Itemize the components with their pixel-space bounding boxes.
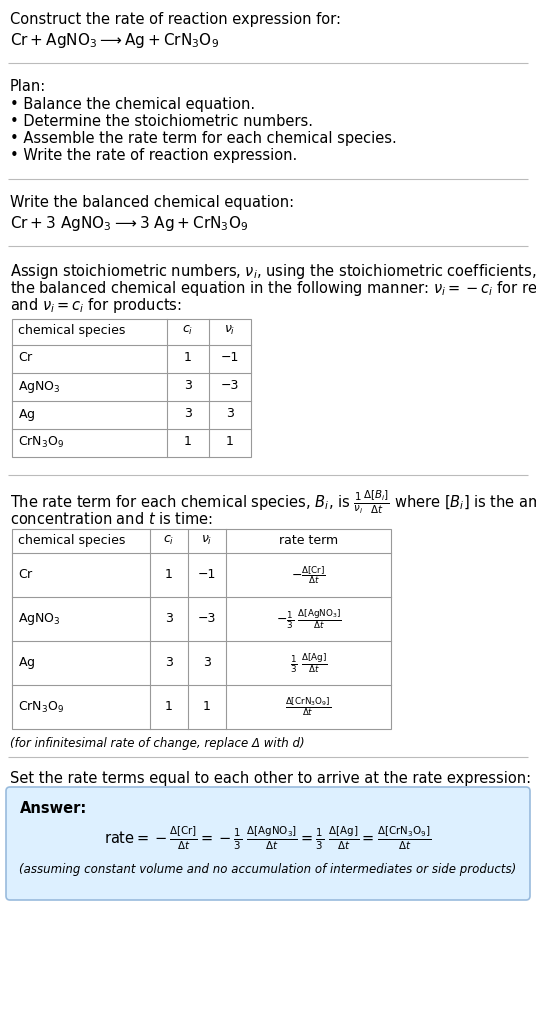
- Text: Answer:: Answer:: [20, 801, 87, 816]
- Text: $\mathrm{AgNO_3}$: $\mathrm{AgNO_3}$: [18, 379, 61, 395]
- Text: • Determine the stoichiometric numbers.: • Determine the stoichiometric numbers.: [10, 114, 313, 129]
- Text: 3: 3: [184, 407, 192, 420]
- Text: $\mathrm{Cr}$: $\mathrm{Cr}$: [18, 351, 34, 364]
- Text: $\mathrm{Cr + 3\ AgNO_3 \longrightarrow 3\ Ag + CrN_3O_9}$: $\mathrm{Cr + 3\ AgNO_3 \longrightarrow …: [10, 214, 248, 233]
- Text: • Write the rate of reaction expression.: • Write the rate of reaction expression.: [10, 148, 297, 163]
- Text: 3: 3: [165, 656, 173, 670]
- Text: $\nu_i$: $\nu_i$: [202, 534, 213, 547]
- Text: Set the rate terms equal to each other to arrive at the rate expression:: Set the rate terms equal to each other t…: [10, 771, 531, 786]
- Bar: [12, 319, 251, 457]
- Text: (for infinitesimal rate of change, replace Δ with d): (for infinitesimal rate of change, repla…: [10, 737, 304, 750]
- Text: $c_i$: $c_i$: [182, 324, 193, 337]
- Text: chemical species: chemical species: [18, 324, 125, 337]
- Text: $\mathrm{Ag}$: $\mathrm{Ag}$: [18, 655, 35, 671]
- Text: 1: 1: [165, 700, 173, 714]
- Text: $\mathrm{Cr}$: $\mathrm{Cr}$: [18, 568, 34, 582]
- Text: 3: 3: [165, 612, 173, 626]
- Text: $\mathrm{Ag}$: $\mathrm{Ag}$: [18, 407, 35, 423]
- Text: the balanced chemical equation in the following manner: $\nu_i = -c_i$ for react: the balanced chemical equation in the fo…: [10, 279, 536, 298]
- Text: $-\frac{\Delta[\mathrm{Cr}]}{\Delta t}$: $-\frac{\Delta[\mathrm{Cr}]}{\Delta t}$: [291, 564, 326, 586]
- Text: $\mathrm{CrN_3O_9}$: $\mathrm{CrN_3O_9}$: [18, 435, 64, 451]
- Text: $\frac{\Delta[\mathrm{CrN_3O_9}]}{\Delta t}$: $\frac{\Delta[\mathrm{CrN_3O_9}]}{\Delta…: [285, 695, 332, 719]
- Text: −3: −3: [198, 612, 216, 626]
- Text: 3: 3: [203, 656, 211, 670]
- Text: 1: 1: [165, 568, 173, 582]
- Bar: [12, 529, 391, 729]
- Text: • Balance the chemical equation.: • Balance the chemical equation.: [10, 97, 255, 112]
- Text: • Assemble the rate term for each chemical species.: • Assemble the rate term for each chemic…: [10, 131, 397, 146]
- FancyBboxPatch shape: [6, 787, 530, 900]
- Text: $\mathrm{rate} = -\frac{\Delta[\mathrm{Cr}]}{\Delta t} = -\frac{1}{3}\ \frac{\De: $\mathrm{rate} = -\frac{\Delta[\mathrm{C…: [105, 825, 431, 852]
- Text: $\mathrm{Cr + AgNO_3 \longrightarrow Ag + CrN_3O_9}$: $\mathrm{Cr + AgNO_3 \longrightarrow Ag …: [10, 31, 219, 50]
- Text: 3: 3: [184, 379, 192, 392]
- Text: 1: 1: [184, 435, 192, 449]
- Text: rate term: rate term: [279, 534, 338, 547]
- Text: $\frac{1}{3}\ \frac{\Delta[\mathrm{Ag}]}{\Delta t}$: $\frac{1}{3}\ \frac{\Delta[\mathrm{Ag}]}…: [290, 651, 327, 675]
- Text: (assuming constant volume and no accumulation of intermediates or side products): (assuming constant volume and no accumul…: [19, 863, 517, 876]
- Text: 1: 1: [184, 351, 192, 364]
- Text: and $\nu_i = c_i$ for products:: and $\nu_i = c_i$ for products:: [10, 296, 182, 315]
- Text: 1: 1: [203, 700, 211, 714]
- Text: −3: −3: [221, 379, 239, 392]
- Text: Construct the rate of reaction expression for:: Construct the rate of reaction expressio…: [10, 12, 341, 27]
- Text: $\nu_i$: $\nu_i$: [224, 324, 236, 337]
- Text: Assign stoichiometric numbers, $\nu_i$, using the stoichiometric coefficients, $: Assign stoichiometric numbers, $\nu_i$, …: [10, 262, 536, 281]
- Text: 3: 3: [226, 407, 234, 420]
- Text: Plan:: Plan:: [10, 79, 46, 94]
- Text: The rate term for each chemical species, $B_i$, is $\frac{1}{\nu_i}\frac{\Delta[: The rate term for each chemical species,…: [10, 489, 536, 516]
- Text: $\mathrm{CrN_3O_9}$: $\mathrm{CrN_3O_9}$: [18, 699, 64, 715]
- Text: $\mathrm{AgNO_3}$: $\mathrm{AgNO_3}$: [18, 611, 61, 627]
- Text: $c_i$: $c_i$: [163, 534, 175, 547]
- Text: −1: −1: [221, 351, 239, 364]
- Text: chemical species: chemical species: [18, 534, 125, 547]
- Text: $-\frac{1}{3}\ \frac{\Delta[\mathrm{AgNO_3}]}{\Delta t}$: $-\frac{1}{3}\ \frac{\Delta[\mathrm{AgNO…: [276, 607, 341, 631]
- Text: 1: 1: [226, 435, 234, 449]
- Text: concentration and $t$ is time:: concentration and $t$ is time:: [10, 511, 213, 527]
- Text: Write the balanced chemical equation:: Write the balanced chemical equation:: [10, 195, 294, 210]
- Text: −1: −1: [198, 568, 216, 582]
